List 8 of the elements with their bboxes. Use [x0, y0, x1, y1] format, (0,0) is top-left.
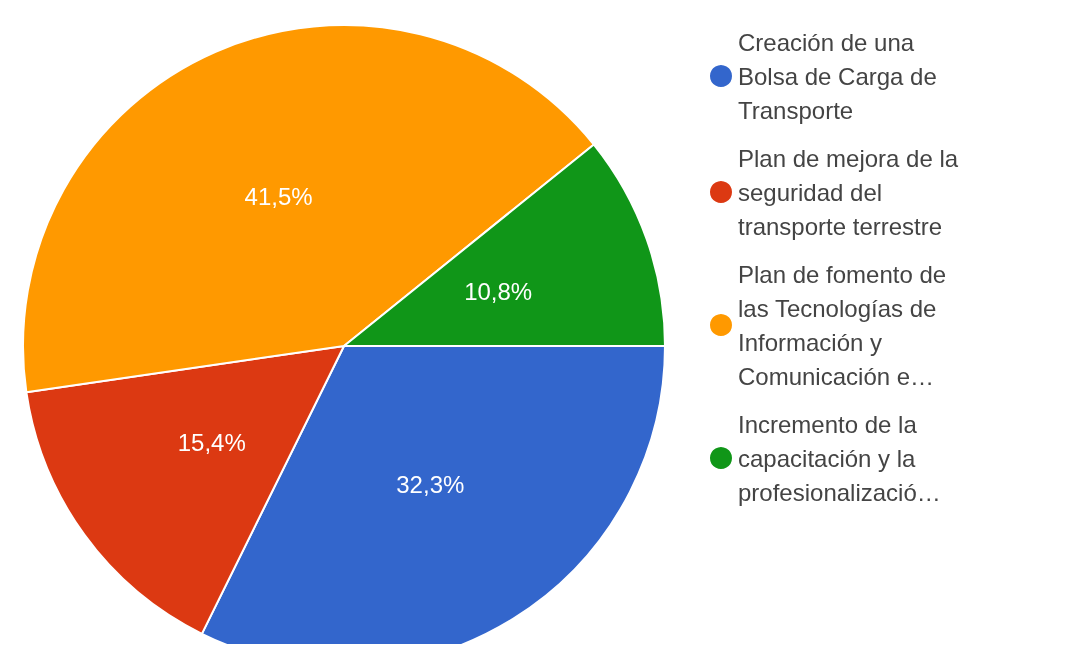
legend-label: Incremento de la capacitación y la profesionalizació… [738, 410, 941, 506]
data-label: 15,4% [177, 428, 246, 456]
legend-label: Creación de una Bolsa de Carga de Transporte [738, 28, 944, 124]
data-label: 41,5% [244, 182, 313, 210]
legend-label: Plan de fomento de las Tecnologías de Información y Comunicación e… [738, 260, 953, 390]
data-label: 10,8% [464, 278, 533, 306]
legend-label: Plan de mejora de la seguridad del transporte terrestre [738, 144, 965, 240]
data-label: 32,3% [396, 471, 465, 499]
